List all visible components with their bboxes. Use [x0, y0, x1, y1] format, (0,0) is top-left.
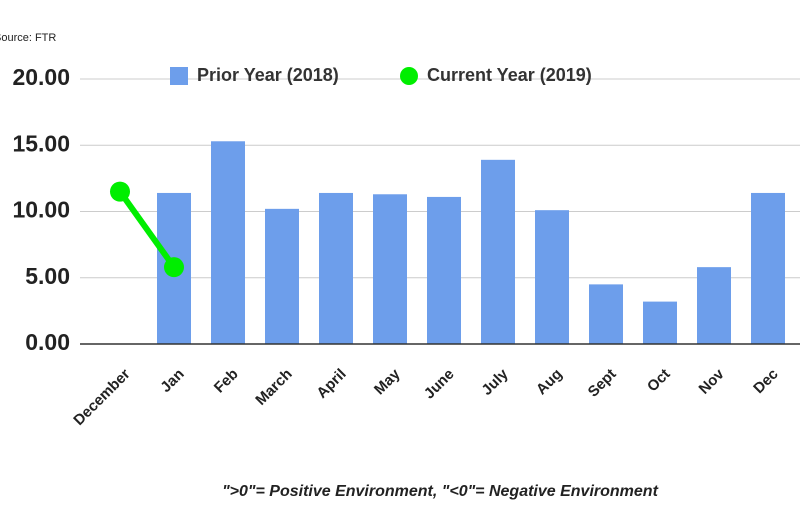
point: [110, 181, 130, 202]
y-tick-label: 15.00: [12, 130, 70, 156]
source: Source: FTR: [0, 32, 56, 44]
y-tick-label: 0.00: [25, 329, 70, 355]
y-tick-label: 10.00: [12, 197, 70, 223]
legend-label: Current Year (2019): [427, 65, 592, 85]
point: [164, 257, 184, 278]
bar: [427, 196, 461, 344]
bar: [265, 208, 299, 344]
bar: [643, 301, 677, 344]
legend-swatch: [170, 67, 188, 85]
bar: [697, 267, 731, 344]
bar: [481, 159, 515, 344]
bar: [373, 194, 407, 344]
bar: [751, 192, 785, 344]
note: ">0"= Positive Environment, "<0"= Negati…: [222, 483, 658, 500]
bar: [211, 141, 245, 344]
bar: [319, 192, 353, 344]
bar: [535, 210, 569, 344]
y-tick-label: 20.00: [12, 64, 70, 90]
legend-swatch: [400, 67, 418, 85]
y-tick-label: 5.00: [25, 263, 70, 289]
legend-label: Prior Year (2018): [197, 65, 339, 85]
line: [117, 188, 177, 271]
bar: [589, 284, 623, 344]
